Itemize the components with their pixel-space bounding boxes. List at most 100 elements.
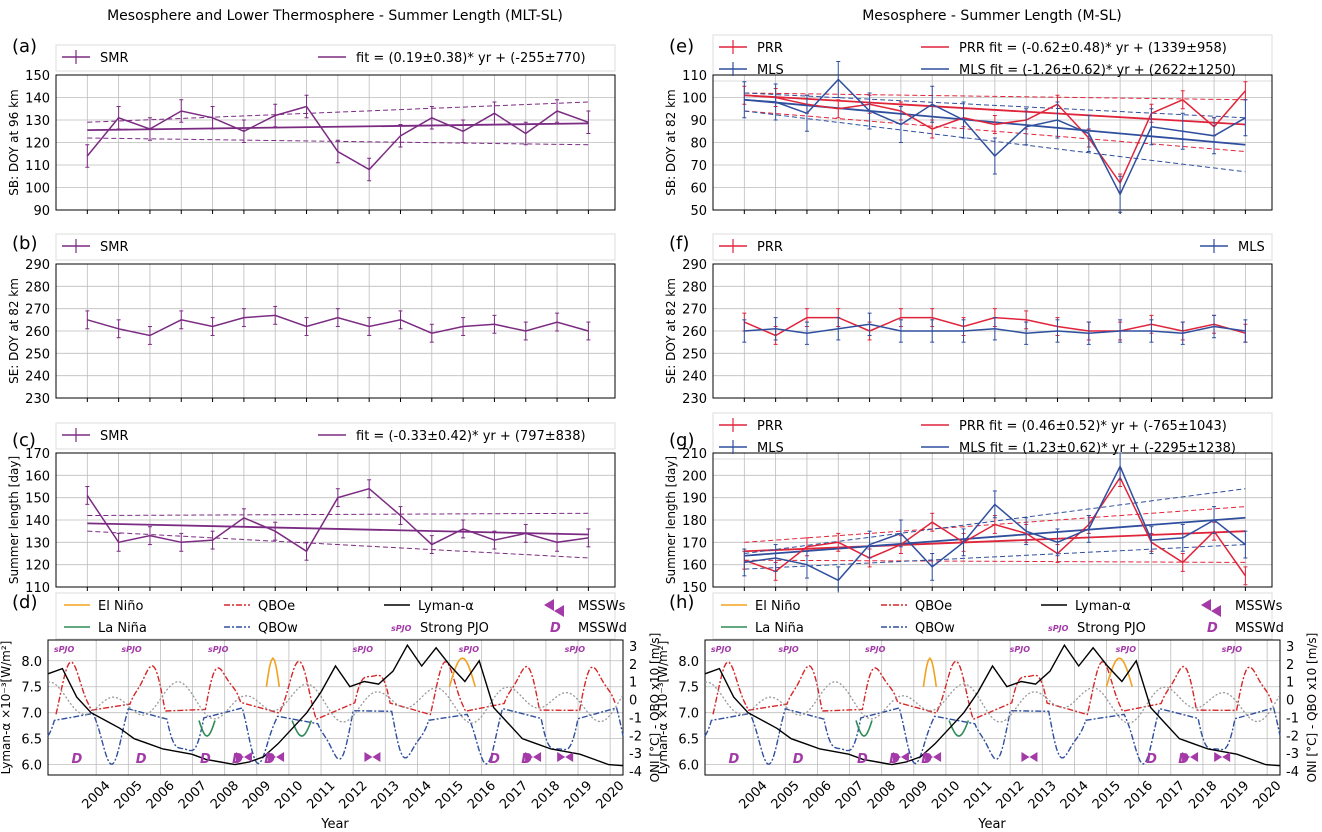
x-tick-label: 2016 [465, 778, 499, 812]
x-tick-label: 2009 [897, 778, 931, 812]
legend-box [712, 412, 1273, 460]
lanina-segment [855, 720, 873, 737]
y2-tick-label: 3 [1286, 640, 1294, 655]
legend-label: MLS [1238, 240, 1265, 255]
legend-label: La Niña [755, 621, 804, 636]
x-tick-label: 2009 [240, 778, 274, 812]
y-tick-label: 6.0 [678, 759, 699, 774]
y-tick-label: 110 [25, 581, 50, 596]
y-tick-label: 270 [25, 303, 50, 318]
y-tick-label: 260 [25, 325, 50, 340]
legend-box [55, 233, 616, 261]
mssw-marker [892, 752, 909, 762]
x-tick-label: 2006 [144, 778, 178, 812]
x-tick-label: 2017 [1154, 778, 1188, 812]
x-tick-label: 2013 [1026, 778, 1060, 812]
fit-line [87, 522, 589, 536]
qbow-line [704, 707, 1281, 765]
legend-label: El Niño [98, 599, 144, 614]
legend-label: MSSWs [1235, 599, 1283, 614]
fit-bound-upper [744, 92, 1246, 119]
y2-tick-label: 1 [629, 676, 637, 691]
x-tick-label: 2010 [272, 778, 306, 812]
legend-box [55, 44, 616, 72]
y-axis-label: SE: DOY at 82 km [7, 278, 21, 384]
panel-e: (e) 50 60 70 80 90 100 110 SB: DOY at 82 km PRR ML… [664, 34, 1273, 219]
y-tick-label: 50 [690, 204, 707, 219]
y2-tick-label: 0 [1286, 694, 1294, 709]
legend-label: PRR [757, 240, 783, 255]
msswd-marker: D [729, 752, 740, 767]
legend-box [712, 34, 1273, 82]
fit-line [744, 516, 1246, 557]
x-tick-label: 2008 [208, 778, 242, 812]
mssw-marker [557, 752, 574, 762]
y-tick-label: 100 [25, 182, 50, 197]
mssw-marker [268, 752, 285, 762]
y-axis-label: SB: DOY at 82 km [664, 89, 678, 195]
legend-label: MSSWd [578, 621, 627, 636]
legend-label: QBOe [258, 599, 295, 614]
y-tick-label: 250 [682, 347, 707, 362]
legend-label: PRR fit = (-0.62±0.48)* yr + (1339±958) [959, 41, 1227, 56]
y-tick-label: 190 [682, 492, 707, 507]
fit-bound-lower [87, 530, 589, 559]
y-tick-label: 130 [25, 114, 50, 129]
x-tick-label: 2007 [176, 778, 210, 812]
y2-tick-label: 2 [629, 658, 637, 673]
mssw-marker [364, 752, 381, 762]
msswd-marker: D [232, 752, 243, 767]
legend-label: PRR fit = (0.46±0.52)* yr + (-765±1043) [959, 419, 1227, 434]
legend-box [712, 592, 1273, 640]
msswd-marker: D [521, 752, 532, 767]
y-tick-label: 7.5 [21, 681, 42, 696]
y2-tick-label: -1 [1286, 711, 1299, 726]
y-tick-label: 120 [25, 559, 50, 574]
spjo-marker: sPJO [1222, 645, 1243, 654]
y-tick-label: 6.5 [21, 733, 42, 748]
spjo-marker: sPJO [1116, 645, 1137, 654]
y-tick-label: 290 [682, 258, 707, 273]
legend-label: SMR [100, 429, 129, 444]
y-axis-label: Summer length [day] [664, 456, 678, 584]
x-tick-label: 2011 [961, 778, 995, 812]
msswd-marker: D [1178, 752, 1189, 767]
y-tick-label: 60 [690, 182, 707, 197]
y-tick-label: 70 [690, 159, 707, 174]
spjo-marker: sPJO [565, 645, 586, 654]
y2-tick-label: -4 [629, 765, 642, 780]
panel-label: (f) [669, 233, 689, 254]
spjo-marker: sPJO [208, 645, 229, 654]
elnino-segment [922, 656, 938, 687]
lanina-segment [291, 720, 313, 737]
fit-bound-lower [744, 559, 1246, 563]
y-tick-label: 290 [25, 258, 50, 273]
legend-mssw-d-marker: D [550, 621, 561, 636]
left-title: Mesosphere and Lower Thermosphere - Summ… [107, 8, 563, 24]
y-tick-label: 280 [25, 280, 50, 295]
fit-line [744, 530, 1246, 553]
y-tick-label: 140 [25, 92, 50, 107]
x-tick-label: 2016 [1122, 778, 1156, 812]
y-tick-label: 120 [25, 137, 50, 152]
panel-g: (g) 150 160 170 180 190 200 210 Summer length [d… [664, 412, 1273, 596]
panel-b: (b) 230 240 250 260 270 280 290 SE: DOY at 82 km… [7, 233, 616, 407]
msswd-marker: D [136, 752, 147, 767]
spjo-marker: sPJO [865, 645, 886, 654]
legend-label: MLS [757, 63, 784, 78]
qbow-line [47, 707, 624, 765]
y2-tick-label: 3 [629, 640, 637, 655]
y2-tick-label: 0 [629, 694, 637, 709]
y-tick-label: 150 [25, 69, 50, 84]
y-tick-label: 140 [25, 514, 50, 529]
y-tick-label: 7.5 [678, 681, 699, 696]
legend-label: MSSWd [1235, 621, 1284, 636]
y2-tick-label: -1 [629, 711, 642, 726]
y2-axis-label: ONI [°C] - QBO x10 [m/s] [1305, 633, 1319, 783]
x-tick-label: 2020 [1251, 778, 1285, 812]
x-tick-label: 2019 [1218, 778, 1252, 812]
legend-label: La Niña [98, 621, 147, 636]
panel-a: (a) 90 100 110 120 130 140 150 SB: DOY at 96 km S… [7, 36, 616, 219]
y-tick-label: 110 [682, 69, 707, 84]
y-tick-label: 210 [682, 447, 707, 462]
